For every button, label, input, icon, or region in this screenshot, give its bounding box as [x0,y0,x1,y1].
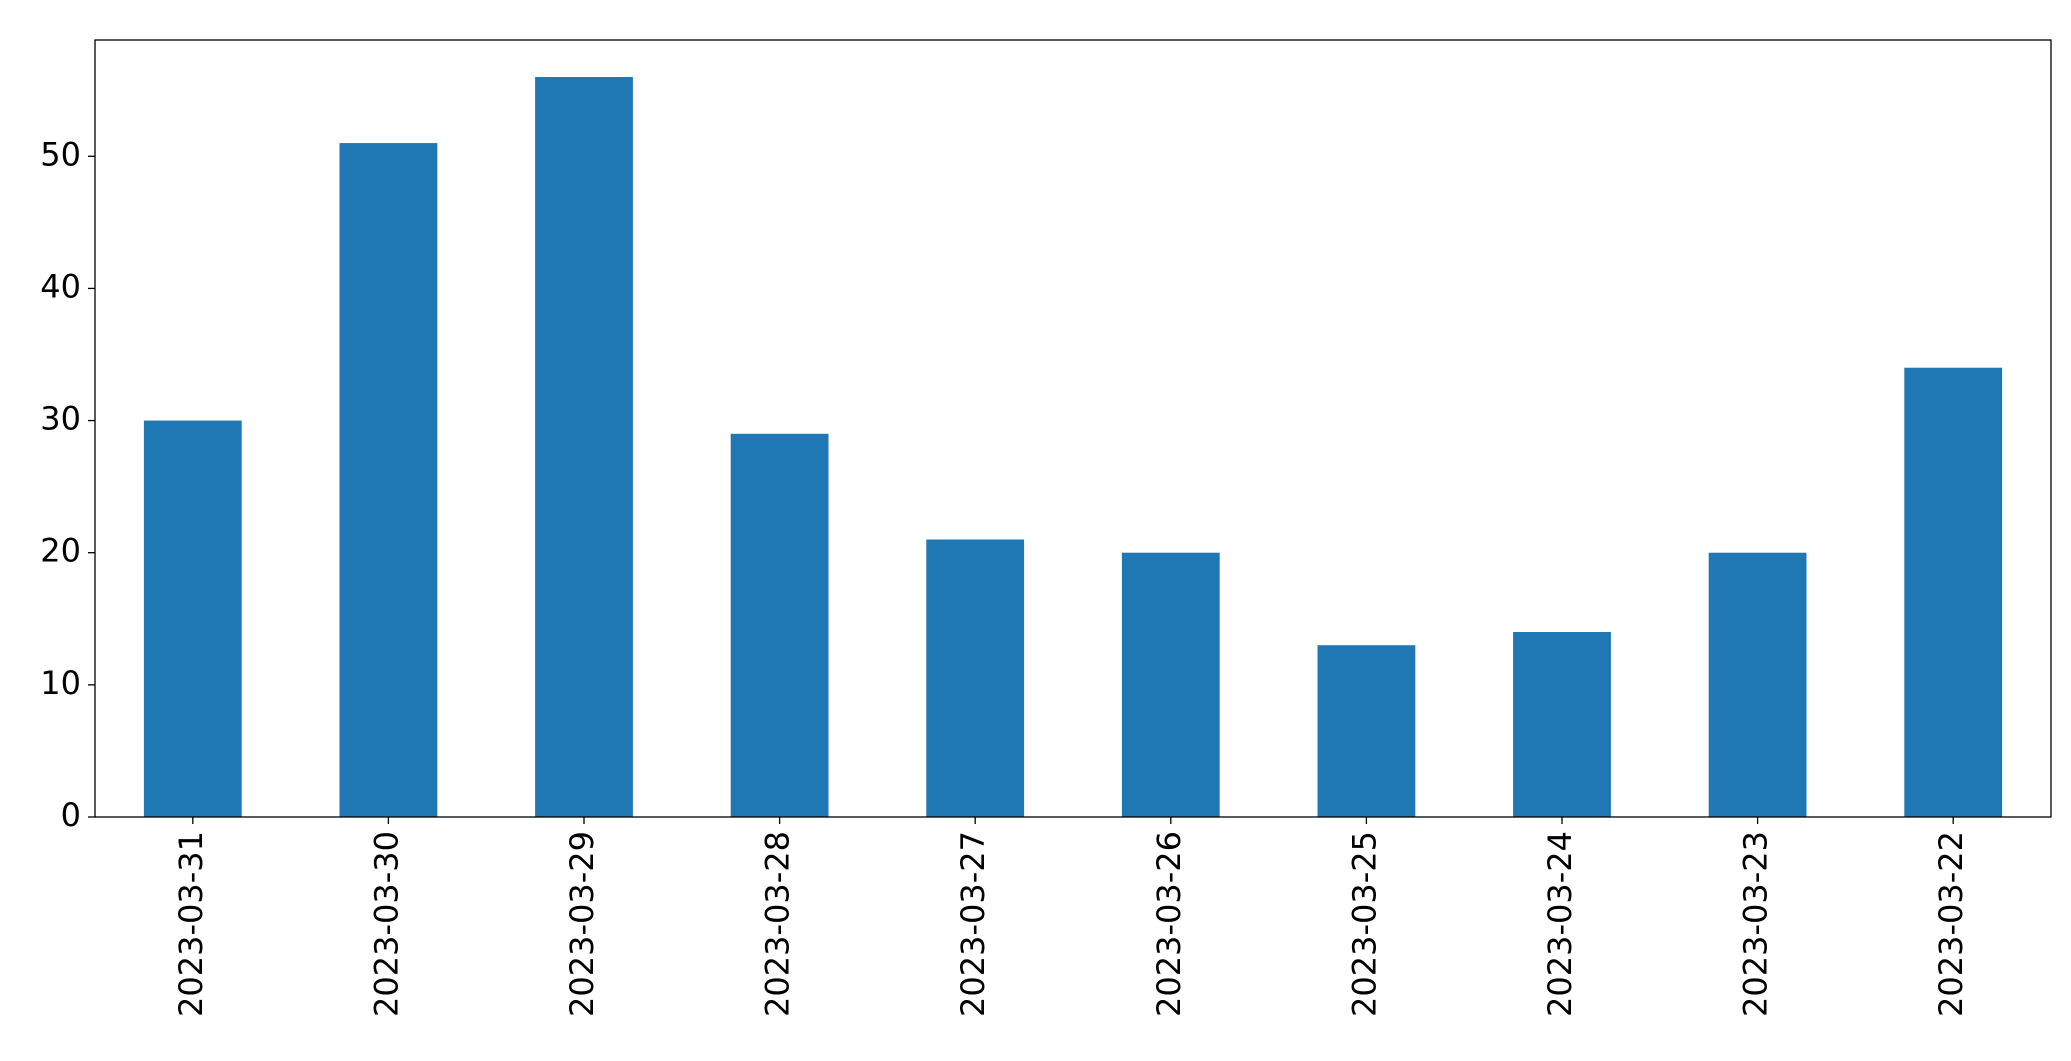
y-tick-label: 50 [40,135,81,173]
x-tick-label: 2023-03-23 [1737,831,1775,1017]
y-tick-label: 10 [40,664,81,702]
bar [1904,367,2003,817]
bar [339,143,438,818]
x-tick-label: 2023-03-28 [759,831,797,1017]
y-tick-label: 30 [40,400,81,438]
bar [535,77,633,817]
y-tick-label: 0 [61,796,81,834]
x-tick-label: 2023-03-30 [367,831,405,1017]
bar [1708,552,1807,817]
x-tick-label: 2023-03-24 [1541,831,1579,1017]
y-tick-label: 40 [40,267,81,305]
y-tick-label: 20 [40,532,81,570]
plot-frame [94,39,2052,818]
x-tick-label: 2023-03-25 [1345,831,1383,1017]
x-tick-label: 2023-03-26 [1150,831,1188,1017]
x-tick-label: 2023-03-29 [563,831,601,1017]
x-tick-label: 2023-03-22 [1932,831,1970,1017]
bar [730,433,829,817]
x-tick-label: 2023-03-27 [954,831,992,1017]
bar [1121,552,1220,817]
bar [1317,645,1416,817]
bar [1513,632,1611,817]
x-tick-label: 2023-03-31 [172,831,210,1017]
bar [143,420,242,817]
bar [926,539,1025,817]
